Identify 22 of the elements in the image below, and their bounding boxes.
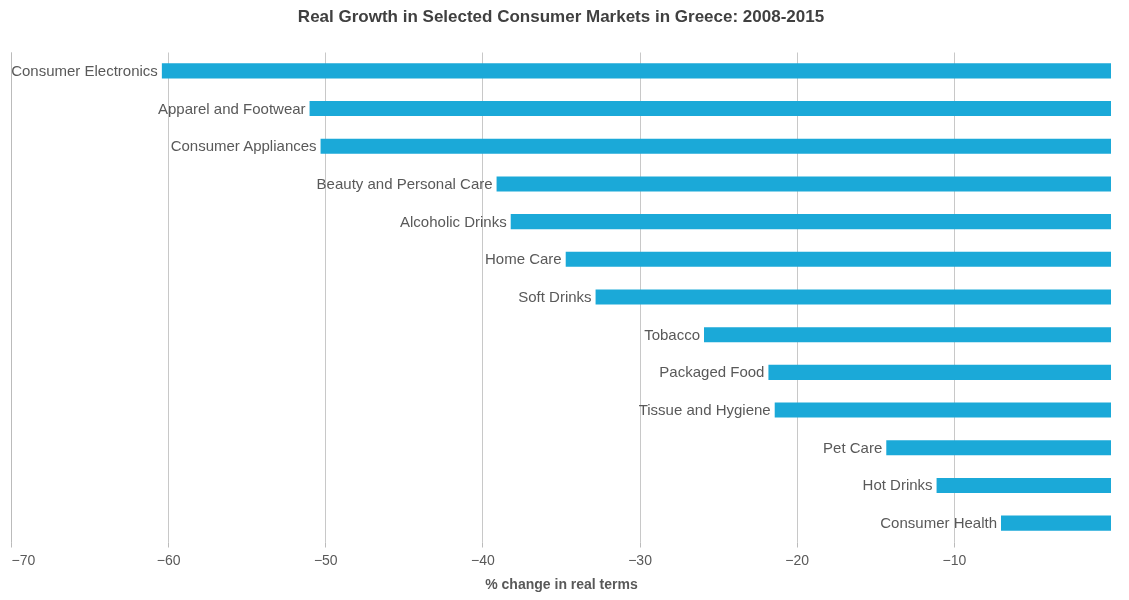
y-tick-label: Tobacco bbox=[644, 325, 700, 343]
y-tick-label: Beauty and Personal Care bbox=[316, 174, 493, 192]
x-tick-label: −30 bbox=[628, 551, 653, 568]
y-tick-label: Tissue and Hygiene bbox=[638, 401, 771, 419]
x-tick-label: −40 bbox=[471, 551, 496, 568]
x-tick-label: −60 bbox=[156, 551, 181, 568]
x-tick-label: −70 bbox=[11, 551, 36, 568]
y-tick-label: Pet Care bbox=[823, 438, 883, 456]
y-tick-label: Consumer Health bbox=[880, 514, 997, 532]
x-tick-label: −10 bbox=[942, 551, 967, 568]
y-tick-label: Apparel and Footwear bbox=[157, 99, 306, 117]
x-axis-title: % change in real terms bbox=[485, 575, 638, 592]
y-tick-label: Consumer Appliances bbox=[170, 137, 317, 155]
y-tick-label: Hot Drinks bbox=[862, 476, 933, 494]
y-tick-label: Home Care bbox=[485, 250, 562, 268]
y-tick-label: Packaged Food bbox=[659, 363, 765, 381]
y-tick-label: Soft Drinks bbox=[518, 288, 592, 305]
y-tick-label: Alcoholic Drinks bbox=[400, 212, 507, 230]
x-tick-label: −50 bbox=[313, 551, 338, 568]
y-tick-label: Consumer Electronics bbox=[11, 61, 158, 79]
chart-title: Real Growth in Selected Consumer Markets in Greece: 2008-2015 bbox=[297, 7, 825, 26]
x-tick-label: −20 bbox=[785, 551, 810, 568]
